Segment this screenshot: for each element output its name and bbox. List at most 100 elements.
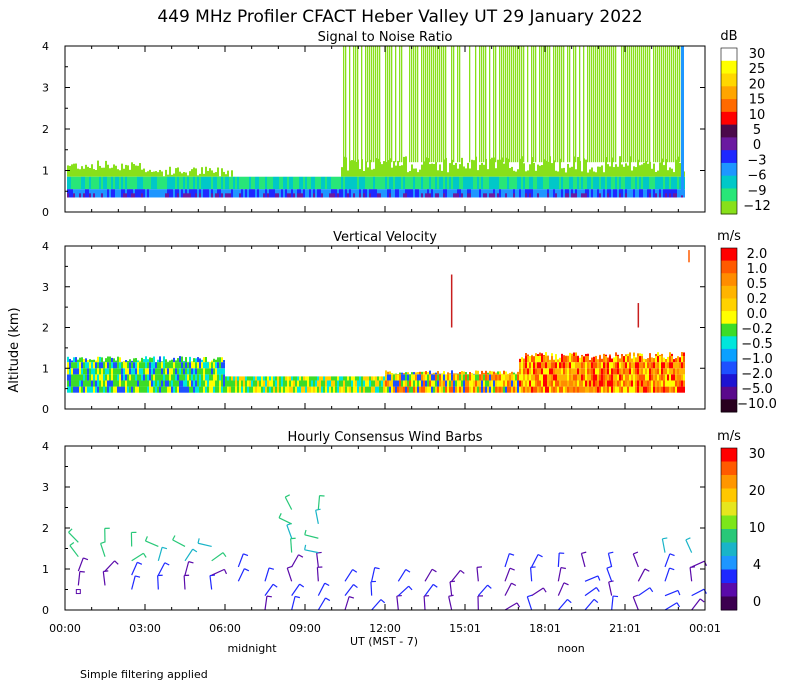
vv-cell bbox=[449, 374, 451, 381]
snr-streak bbox=[451, 46, 453, 163]
snr-cell bbox=[183, 193, 185, 198]
colorbar-swatch bbox=[721, 488, 737, 503]
vv-cell bbox=[121, 380, 123, 387]
snr-streak bbox=[673, 46, 675, 163]
snr-cell bbox=[375, 158, 377, 177]
snr-cell bbox=[161, 176, 163, 190]
snr-cell bbox=[225, 176, 227, 190]
vv-cell bbox=[567, 386, 569, 393]
snr-cell bbox=[223, 176, 225, 190]
wind-barb bbox=[691, 588, 705, 597]
snr-cell bbox=[491, 157, 493, 177]
wind-barb bbox=[344, 596, 350, 611]
snr-cell bbox=[411, 189, 413, 198]
wind-barb bbox=[557, 599, 568, 611]
snr-cell bbox=[349, 189, 351, 198]
vv-cell bbox=[621, 354, 623, 357]
vv-cell bbox=[479, 380, 481, 387]
snr-cell bbox=[255, 176, 257, 190]
snr-cell bbox=[373, 168, 375, 177]
vv-cell bbox=[85, 386, 87, 393]
snr-cell bbox=[449, 176, 451, 190]
vv-cell bbox=[201, 362, 203, 369]
vv-cell bbox=[297, 380, 299, 387]
snr-cell bbox=[183, 171, 185, 177]
snr-cell bbox=[487, 169, 489, 177]
vv-cell bbox=[509, 374, 511, 381]
wind-barb-flag bbox=[222, 552, 227, 558]
vv-cell bbox=[81, 380, 83, 387]
vv-cell bbox=[219, 368, 221, 375]
wind-barb-flag bbox=[633, 594, 639, 598]
snr-cell bbox=[317, 189, 319, 198]
vv-cell bbox=[217, 374, 219, 381]
vv-cell bbox=[457, 386, 459, 393]
snr-cell bbox=[483, 176, 485, 190]
vv-cell bbox=[413, 372, 415, 375]
vv-cell bbox=[261, 376, 263, 381]
vv-cell bbox=[85, 358, 87, 363]
vv-cell bbox=[637, 386, 639, 393]
snr-cell bbox=[489, 176, 491, 190]
vv-cell bbox=[609, 354, 611, 357]
snr-cell bbox=[631, 170, 633, 177]
vv-cell bbox=[109, 386, 111, 393]
vv-cell bbox=[417, 372, 419, 375]
vv-cell bbox=[575, 362, 577, 369]
snr-cell bbox=[305, 189, 307, 198]
vv-cell bbox=[579, 386, 581, 393]
snr-cell bbox=[537, 164, 539, 177]
vv-cell bbox=[653, 358, 655, 363]
snr-streak bbox=[509, 46, 511, 163]
snr-cell bbox=[457, 176, 459, 190]
snr-cell bbox=[503, 189, 505, 198]
vv-cell bbox=[77, 362, 79, 369]
vv-cell bbox=[101, 362, 103, 369]
vv-cell bbox=[637, 362, 639, 369]
vv-cell bbox=[191, 380, 193, 387]
snr-cell bbox=[225, 174, 227, 177]
colorbar-label: 5 bbox=[753, 123, 761, 138]
vv-cell bbox=[127, 362, 129, 369]
vv-cell bbox=[567, 374, 569, 381]
vv-cell bbox=[285, 380, 287, 387]
vv-cell bbox=[657, 380, 659, 387]
vv-cell bbox=[575, 380, 577, 387]
vv-cell bbox=[241, 376, 243, 381]
snr-cell bbox=[123, 168, 125, 177]
vv-cell bbox=[437, 386, 439, 393]
vv-cell bbox=[295, 376, 297, 381]
snr-streak bbox=[523, 46, 525, 163]
snr-cell bbox=[567, 163, 569, 177]
x-tick-label: 00:00 bbox=[49, 622, 81, 635]
vv-cell bbox=[117, 362, 119, 369]
vv-cell bbox=[521, 357, 523, 363]
vv-cell bbox=[249, 376, 251, 381]
snr-cell bbox=[533, 176, 535, 190]
snr-cell bbox=[173, 173, 175, 177]
vv-cell bbox=[133, 380, 135, 387]
vv-cell bbox=[683, 352, 685, 357]
snr-cell bbox=[197, 176, 199, 190]
vv-cell bbox=[221, 362, 223, 369]
vv-cell bbox=[551, 386, 553, 393]
vv-cell bbox=[445, 374, 447, 381]
vv-cell bbox=[467, 374, 469, 381]
vv-cell bbox=[519, 358, 521, 363]
vv-cell bbox=[127, 360, 129, 363]
snr-cell bbox=[165, 176, 167, 190]
snr-cell bbox=[507, 189, 509, 198]
vv-cell bbox=[205, 386, 207, 393]
snr-cell bbox=[503, 163, 505, 177]
vv-cell bbox=[119, 362, 121, 369]
snr-cell bbox=[495, 189, 497, 198]
vv-cell bbox=[311, 386, 313, 393]
wind-barb bbox=[449, 581, 453, 596]
vv-cell bbox=[641, 353, 643, 357]
vv-cell bbox=[341, 376, 343, 381]
wind-barb bbox=[291, 596, 296, 611]
snr-streak bbox=[533, 46, 535, 163]
vv-cell bbox=[69, 386, 71, 393]
vv-cell bbox=[563, 368, 565, 375]
vv-cell bbox=[245, 376, 247, 381]
